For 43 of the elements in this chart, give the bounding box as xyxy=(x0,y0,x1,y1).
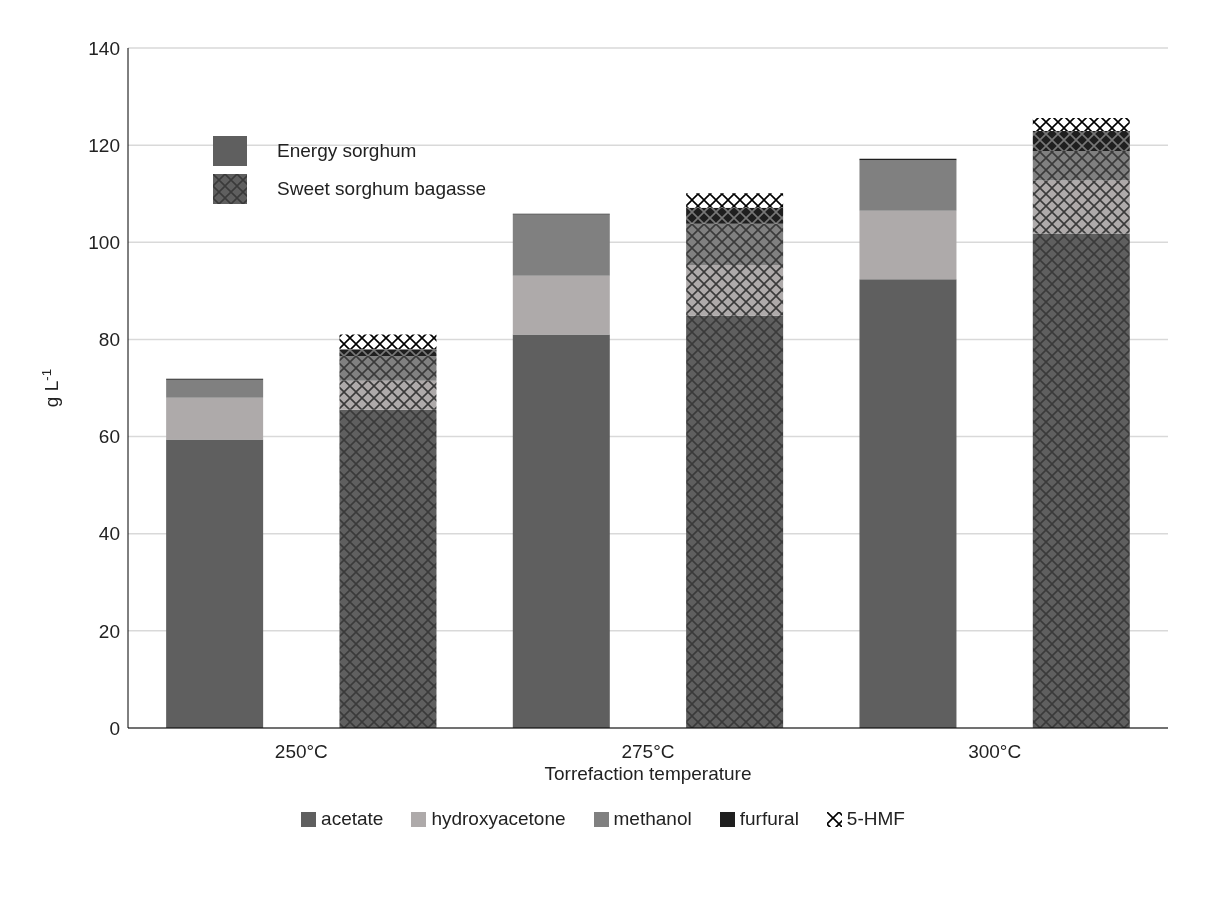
y-tick-label: 40 xyxy=(98,523,120,545)
bar xyxy=(166,397,264,440)
bar xyxy=(166,379,264,398)
bar xyxy=(339,349,437,356)
x-tick-label: 300°C xyxy=(968,741,1022,762)
bar xyxy=(686,207,784,224)
bar xyxy=(686,265,784,316)
annotation: Sweet sorghum bagasse xyxy=(277,178,487,199)
bar xyxy=(859,279,957,728)
bar xyxy=(512,214,610,276)
bar xyxy=(686,223,784,266)
y-tick-label: 100 xyxy=(88,232,120,254)
bar xyxy=(339,409,437,728)
y-tick-label: 80 xyxy=(98,329,120,351)
bar xyxy=(512,275,610,335)
bar xyxy=(1032,150,1130,181)
bar xyxy=(686,315,784,728)
legend-label: acetate xyxy=(321,808,384,830)
legend-label: furfural xyxy=(739,808,799,830)
x-tick-label: 250°C xyxy=(274,741,328,762)
x-axis-title: Torrefaction temperature xyxy=(544,763,752,784)
y-tick-label: 0 xyxy=(109,717,120,739)
bar xyxy=(1032,233,1130,728)
y-tick-label: 60 xyxy=(98,426,120,448)
y-tick-label: 140 xyxy=(88,37,120,59)
y-tick-label: 20 xyxy=(98,620,120,642)
bar xyxy=(339,355,437,381)
legend-label: hydroxyacetone xyxy=(431,808,566,830)
bar xyxy=(859,160,957,211)
bar xyxy=(1032,180,1130,234)
legend-label: methanol xyxy=(613,808,692,830)
bar xyxy=(859,210,957,280)
bar xyxy=(1032,117,1130,132)
bar xyxy=(339,380,437,410)
bar xyxy=(166,439,264,728)
y-tick-label: 120 xyxy=(88,134,120,156)
bar xyxy=(512,334,610,728)
annotation: Energy sorghum xyxy=(277,140,417,161)
bar xyxy=(1032,131,1130,151)
bar xyxy=(686,193,784,208)
bar xyxy=(339,334,437,350)
x-tick-label: 275°C xyxy=(621,741,675,762)
legend-label: 5-HMF xyxy=(846,808,905,830)
